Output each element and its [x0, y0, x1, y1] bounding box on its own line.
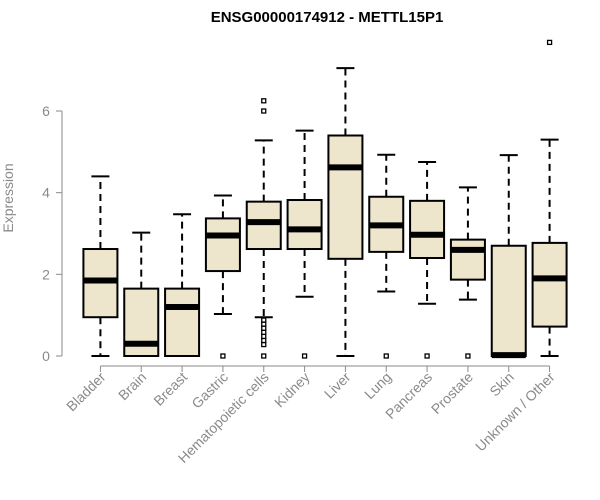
outlier-point: [301, 353, 308, 359]
box-kidney: [286, 129, 323, 359]
outlier-point: [261, 317, 267, 323]
box-gastric: [204, 194, 241, 359]
box-iqr: [245, 200, 282, 251]
box-unknown-other: [531, 39, 568, 357]
box-brain: [123, 231, 160, 357]
box-skin: [490, 154, 527, 359]
outlier-point: [383, 353, 389, 359]
y-tick-label: 6: [42, 103, 50, 119]
boxes-group: [82, 39, 568, 359]
y-tick-label: 0: [42, 348, 50, 364]
outlier-point: [261, 337, 267, 344]
outlier-point: [220, 353, 226, 359]
box-iqr: [531, 241, 568, 328]
box-hematopoietic-cells: [245, 98, 282, 359]
box-iqr: [490, 244, 527, 357]
box-iqr: [449, 238, 486, 281]
x-category-label: Skin: [486, 369, 517, 400]
x-category-label: Bladder: [63, 369, 109, 415]
x-category-label: Kidney: [271, 369, 313, 411]
outlier-point: [546, 39, 553, 46]
outlier-point: [261, 108, 267, 114]
outlier-point: [261, 325, 267, 331]
box-liver: [327, 67, 364, 357]
x-axis: [99, 365, 551, 372]
outlier-point: [261, 98, 267, 104]
outlier-point: [261, 333, 267, 340]
chart-title: ENSG00000174912 - METTL15P1: [211, 9, 444, 26]
outlier-point: [261, 353, 267, 359]
y-tick-label: 2: [42, 266, 50, 282]
outlier-point: [261, 329, 267, 335]
x-category-label: Liver: [321, 369, 354, 402]
box-breast: [164, 213, 201, 357]
box-lung: [368, 153, 405, 359]
y-axis: 0 2 4 6: [42, 103, 63, 364]
box-iqr: [286, 199, 323, 251]
x-category-label: Brain: [115, 369, 149, 403]
y-tick-label: 4: [42, 185, 50, 201]
outlier-point: [261, 341, 267, 348]
x-category-label: Lung: [361, 369, 394, 402]
x-category-label: Prostate: [428, 369, 476, 417]
box-iqr: [327, 134, 364, 260]
outlier-point: [465, 353, 471, 359]
outlier-point: [261, 321, 267, 327]
box-bladder: [82, 175, 119, 357]
x-category-label: Breast: [150, 369, 190, 409]
y-axis-label: Expression: [0, 163, 16, 232]
box-prostate: [449, 186, 486, 359]
box-iqr: [164, 287, 201, 357]
box-pancreas: [409, 161, 446, 359]
box-iqr: [409, 199, 446, 259]
outlier-point: [424, 353, 430, 359]
box-iqr: [204, 217, 241, 273]
